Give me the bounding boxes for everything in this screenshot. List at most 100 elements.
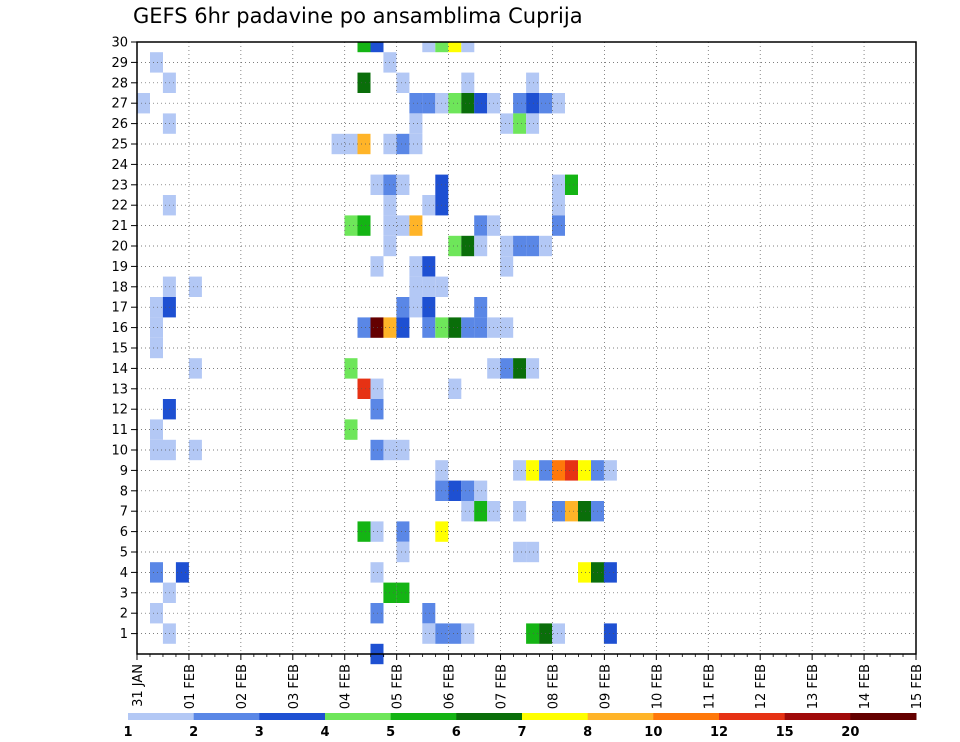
colorbar-swatch (719, 713, 786, 720)
colorbar-label: 1 (123, 725, 132, 740)
heatmap-cell (513, 93, 527, 114)
heatmap-cell (396, 439, 410, 461)
x-tick-label: 05 FEB (391, 664, 406, 709)
y-tick-label: 7 (120, 505, 128, 520)
x-tick-label: 13 FEB (806, 664, 821, 709)
heatmap-cell (513, 235, 527, 257)
heatmap-cell (552, 215, 565, 236)
y-tick-label: 23 (111, 178, 128, 193)
heatmap-cell (448, 93, 462, 114)
heatmap-cell (526, 72, 540, 93)
x-tick-label: 12 FEB (754, 664, 769, 709)
heatmap-cells (137, 42, 617, 665)
heatmap-cell (526, 460, 540, 481)
y-tick-label: 18 (111, 280, 128, 295)
heatmap-cell (396, 215, 410, 236)
heatmap-cell (526, 358, 540, 379)
y-tick-label: 2 (120, 607, 128, 622)
x-axis: 31 JAN 01 FEB 02 FEB 03 FEB 04 FEB 05 FEB 06 F… (131, 654, 925, 709)
heatmap-cell (474, 501, 488, 522)
heatmap-cell (409, 113, 423, 134)
x-tick-label: 06 FEB (443, 664, 458, 709)
heatmap-cell (603, 562, 617, 583)
colorbar-label: 8 (583, 725, 592, 740)
heatmap-cell (409, 93, 423, 114)
y-axis: 1234567891011121314151617181920212223242… (111, 36, 137, 642)
heatmap-cell (448, 235, 462, 257)
heatmap-cell (396, 72, 410, 93)
colorbar-swatch (390, 713, 457, 720)
heatmap-cell (150, 439, 163, 461)
y-tick-label: 20 (111, 240, 128, 255)
heatmap-cell (513, 460, 527, 481)
heatmap-cell (565, 501, 578, 522)
heatmap-cell (396, 541, 410, 563)
heatmap-cell (461, 72, 475, 93)
heatmap-cell (357, 42, 371, 53)
heatmap-cell (150, 419, 163, 440)
heatmap-cell (552, 460, 565, 481)
y-tick-label: 13 (111, 382, 128, 397)
y-tick-label: 27 (111, 97, 128, 112)
heatmap-cell (396, 582, 410, 603)
heatmap-cell (448, 317, 462, 338)
heatmap-cell (552, 501, 565, 522)
heatmap-cell (500, 113, 514, 134)
heatmap-cell (188, 276, 202, 297)
heatmap-cell (513, 541, 527, 563)
y-tick-label: 24 (111, 158, 128, 173)
y-tick-label: 30 (111, 36, 128, 51)
colorbar-swatch (128, 713, 195, 720)
heatmap-cell (396, 317, 410, 338)
chart-title: GEFS 6hr padavine po ansamblima Cuprija (133, 4, 583, 28)
y-tick-label: 10 (111, 444, 128, 459)
heatmap-cell (448, 378, 462, 399)
colorbar-label: 12 (710, 725, 728, 740)
y-tick-label: 15 (111, 342, 128, 357)
x-tick-label: 02 FEB (235, 664, 250, 709)
heatmap-cell (500, 317, 514, 338)
colorbar-label: 5 (386, 725, 395, 740)
x-tick-label: 09 FEB (598, 664, 613, 709)
colorbar-label: 20 (841, 725, 859, 740)
colorbar-label: 6 (452, 725, 461, 740)
heatmap-cell (526, 623, 540, 644)
heatmap-cell (344, 358, 358, 379)
colorbar-swatch (587, 713, 654, 720)
y-tick-label: 6 (120, 525, 128, 540)
x-tick-label: 07 FEB (495, 664, 510, 709)
heatmap-cell (461, 42, 475, 53)
heatmap-cell (500, 235, 514, 257)
heatmap-cell (150, 337, 163, 359)
heatmap-cell (422, 317, 436, 338)
y-tick-label: 21 (111, 219, 128, 234)
heatmap-cell (344, 419, 358, 440)
heatmap-cell (448, 480, 462, 501)
heatmap-cell (422, 603, 436, 624)
heatmap-cell (461, 93, 475, 114)
colorbar-swatch (784, 713, 851, 720)
y-tick-label: 22 (111, 199, 128, 214)
heatmap-cell (603, 623, 617, 644)
y-tick-label: 3 (120, 586, 128, 601)
heatmap-cell (409, 133, 423, 155)
heatmap-cell (461, 235, 475, 257)
y-tick-label: 5 (120, 546, 128, 561)
heatmap-cell (552, 93, 565, 114)
x-tick-label: 08 FEB (546, 664, 561, 709)
heatmap-cell (513, 358, 527, 379)
heatmap-cell (552, 174, 565, 195)
y-tick-label: 9 (120, 464, 128, 479)
y-tick-label: 12 (111, 403, 128, 418)
colorbar-swatch (456, 713, 523, 720)
y-tick-label: 4 (120, 566, 128, 581)
y-tick-label: 16 (111, 321, 128, 336)
heatmap-cell (175, 562, 189, 583)
heatmap-cell (474, 480, 488, 501)
heatmap-cell (603, 460, 617, 481)
x-tick-label: 31 JAN (131, 664, 146, 707)
y-tick-label: 8 (120, 484, 128, 499)
heatmap-cell (344, 215, 358, 236)
heatmap-cell (357, 133, 371, 155)
heatmap-cell (357, 215, 371, 236)
